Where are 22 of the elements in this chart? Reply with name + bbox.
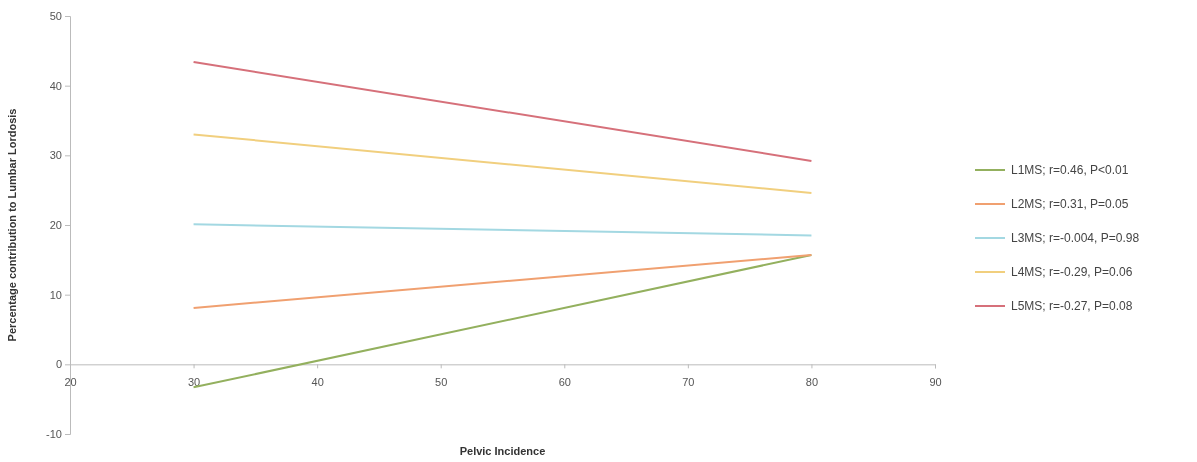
- legend-label: L3MS; r=-0.004, P=0.98: [1011, 231, 1140, 246]
- x-tick-label: 70: [682, 375, 695, 388]
- y-tick-label: 50: [49, 10, 62, 23]
- x-axis-title: Pelvic Incidence: [459, 445, 546, 457]
- y-tick-label: 40: [49, 79, 62, 92]
- x-tick-label: 40: [311, 375, 324, 388]
- y-tick-label: 10: [49, 288, 62, 301]
- x-tick-label: 60: [558, 375, 571, 388]
- x-tick-label: 90: [929, 375, 942, 388]
- x-tick-label: 20: [64, 375, 77, 388]
- legend-label: L4MS; r=-0.29, P=0.06: [1011, 265, 1133, 280]
- y-tick-label: 20: [49, 219, 62, 232]
- x-tick-label: 30: [187, 375, 201, 388]
- y-tick-label: -10: [46, 428, 62, 441]
- y-axis-title: Percentage contribution to Lumbar Lordosis: [6, 108, 18, 342]
- x-tick-label: 80: [805, 375, 819, 388]
- x-tick-label: 50: [435, 375, 448, 388]
- legend-label: L5MS; r=-0.27, P=0.08: [1011, 299, 1133, 314]
- legend-label: L1MS; r=0.46, P<0.01: [1011, 163, 1129, 178]
- y-tick-label: 0: [55, 358, 62, 371]
- y-tick-label: 30: [49, 149, 62, 162]
- legend-label: L2MS; r=0.31, P=0.05: [1011, 197, 1129, 212]
